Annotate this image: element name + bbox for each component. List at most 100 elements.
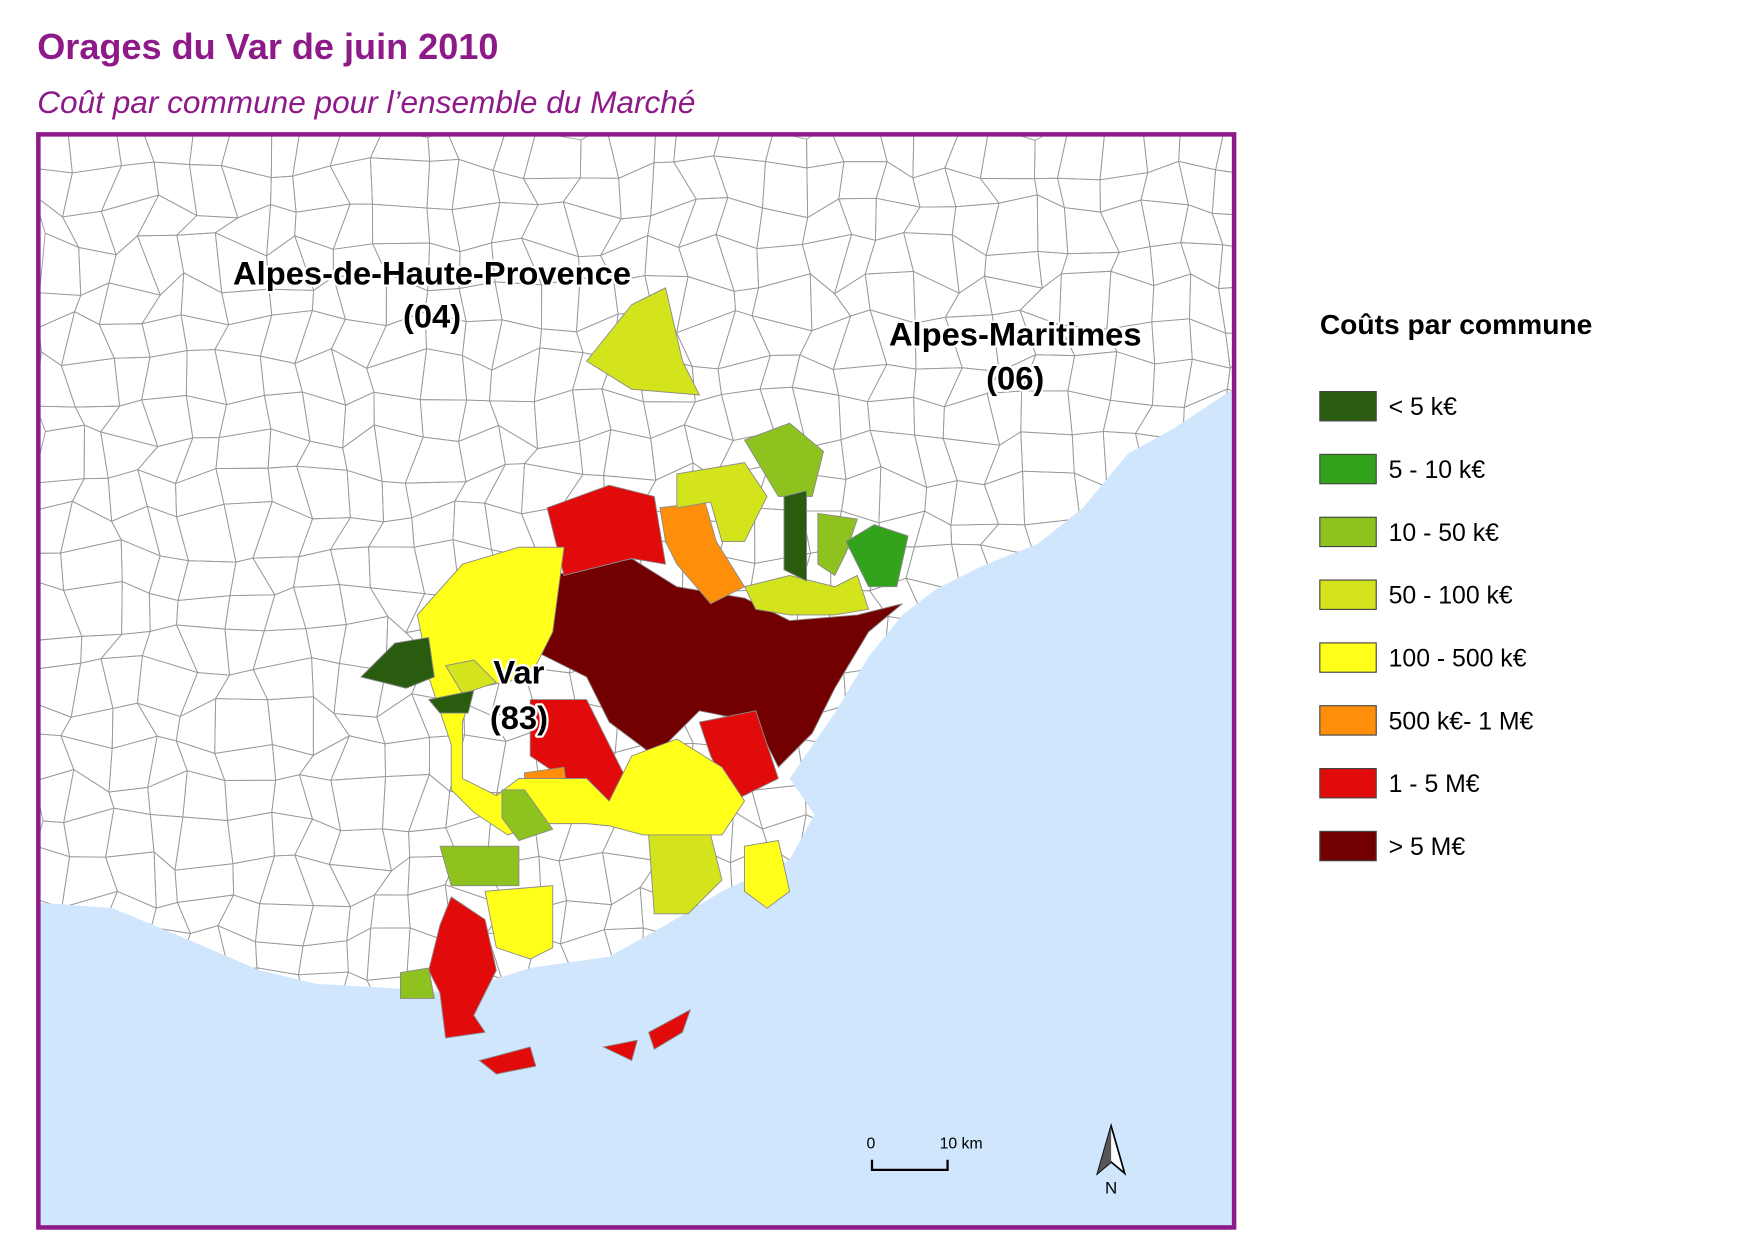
commune bbox=[1215, 135, 1233, 176]
commune bbox=[880, 1233, 924, 1240]
cost-zone bbox=[478, 1046, 537, 1075]
commune bbox=[1218, 244, 1233, 290]
commune bbox=[1263, 211, 1310, 250]
cost-zone bbox=[428, 896, 497, 1039]
commune bbox=[717, 1232, 770, 1240]
cost-zone bbox=[744, 840, 791, 909]
commune bbox=[101, 1234, 143, 1240]
commune bbox=[1226, 352, 1233, 405]
legend-label: 100 - 500 k€ bbox=[1389, 646, 1527, 673]
commune bbox=[1262, 579, 1301, 622]
commune bbox=[297, 971, 349, 993]
north-label: N bbox=[1105, 1179, 1117, 1198]
cost-zone bbox=[602, 1039, 638, 1062]
commune bbox=[1261, 773, 1288, 819]
region-label: Var bbox=[493, 654, 544, 691]
legend-title: Coûts par commune bbox=[1320, 308, 1593, 340]
commune bbox=[1218, 283, 1233, 334]
scale-line bbox=[870, 1159, 949, 1172]
commune bbox=[648, 1233, 696, 1240]
commune bbox=[1262, 962, 1300, 1022]
commune bbox=[1249, 619, 1302, 672]
cost-zone bbox=[360, 636, 435, 689]
commune bbox=[1211, 169, 1233, 218]
legend-swatch bbox=[1319, 768, 1377, 799]
commune bbox=[1261, 809, 1302, 860]
commune bbox=[1259, 440, 1311, 476]
cost-zone bbox=[484, 885, 554, 960]
legend-swatch bbox=[1319, 705, 1377, 736]
commune bbox=[69, 1234, 112, 1240]
commune bbox=[444, 1234, 499, 1240]
legend: < 5 k€ 5 - 10 k€ 10 - 50 k€ 50 - 100 k€ 100 … bbox=[1319, 391, 1534, 862]
scale-bar: 0 10 km bbox=[866, 1135, 983, 1172]
commune bbox=[214, 1233, 271, 1240]
cost-zone bbox=[400, 967, 435, 999]
cost-zone bbox=[783, 490, 808, 582]
map-area bbox=[39, 129, 1312, 1240]
cost-zone bbox=[648, 1008, 692, 1050]
legend-label: > 5 M€ bbox=[1389, 834, 1466, 861]
legend-swatch bbox=[1319, 830, 1377, 862]
legend-label: 50 - 100 k€ bbox=[1389, 583, 1513, 610]
commune bbox=[1250, 174, 1310, 217]
commune bbox=[841, 1235, 881, 1240]
commune bbox=[1252, 746, 1297, 784]
north-arrow: N bbox=[1096, 1122, 1127, 1198]
title: Orages du Var de juin 2010 bbox=[37, 26, 498, 67]
legend-swatch bbox=[1319, 516, 1377, 548]
commune bbox=[1252, 694, 1303, 754]
legend-swatch bbox=[1319, 579, 1377, 610]
commune bbox=[1262, 926, 1299, 974]
cost-zone bbox=[676, 462, 768, 543]
legend-label: 1 - 5 M€ bbox=[1389, 771, 1480, 798]
legend-swatch bbox=[1319, 453, 1377, 485]
cost-zone bbox=[416, 546, 746, 836]
commune bbox=[1259, 400, 1309, 447]
commune bbox=[1175, 1232, 1231, 1240]
commune bbox=[329, 1232, 381, 1240]
commune bbox=[1259, 1119, 1310, 1166]
cost-zone bbox=[546, 484, 667, 576]
commune bbox=[1269, 1158, 1308, 1198]
region-label: (83) bbox=[490, 699, 548, 736]
region-label: Alpes-de-Haute-Provence bbox=[233, 254, 631, 291]
commune bbox=[193, 1231, 234, 1240]
commune bbox=[1257, 1081, 1310, 1126]
commune bbox=[1268, 284, 1305, 333]
region-label: (04) bbox=[403, 297, 461, 334]
commune bbox=[256, 967, 306, 993]
legend-label: 10 - 50 k€ bbox=[1389, 520, 1499, 547]
commune bbox=[1263, 248, 1304, 290]
cost-zone bbox=[540, 558, 903, 768]
commune bbox=[761, 1232, 804, 1240]
commune bbox=[1266, 471, 1312, 516]
cost-zone bbox=[427, 689, 475, 714]
commune bbox=[1250, 348, 1309, 404]
commune bbox=[1267, 891, 1299, 944]
scale-label: 10 km bbox=[940, 1135, 983, 1152]
commune bbox=[1250, 324, 1305, 353]
legend-label: < 5 k€ bbox=[1389, 394, 1457, 421]
commune bbox=[949, 1232, 990, 1240]
cost-zone bbox=[659, 501, 746, 605]
cost-zone bbox=[444, 659, 498, 695]
commune bbox=[334, 971, 382, 993]
commune bbox=[1250, 129, 1308, 175]
cost-zone bbox=[585, 287, 701, 396]
legend-swatch bbox=[1319, 391, 1377, 422]
commune bbox=[907, 1232, 957, 1240]
commune bbox=[1077, 1230, 1119, 1240]
commune bbox=[372, 1232, 429, 1240]
north-arrow-shade bbox=[1097, 1125, 1112, 1174]
legend-label: 500 k€- 1 M€ bbox=[1389, 708, 1534, 735]
commune bbox=[1211, 212, 1233, 251]
commune bbox=[140, 1231, 196, 1240]
map-frame bbox=[36, 132, 1237, 1230]
commune bbox=[1249, 659, 1304, 694]
scale-label: 0 bbox=[866, 1135, 875, 1152]
cost-zone bbox=[845, 524, 909, 588]
commune bbox=[255, 1233, 305, 1240]
